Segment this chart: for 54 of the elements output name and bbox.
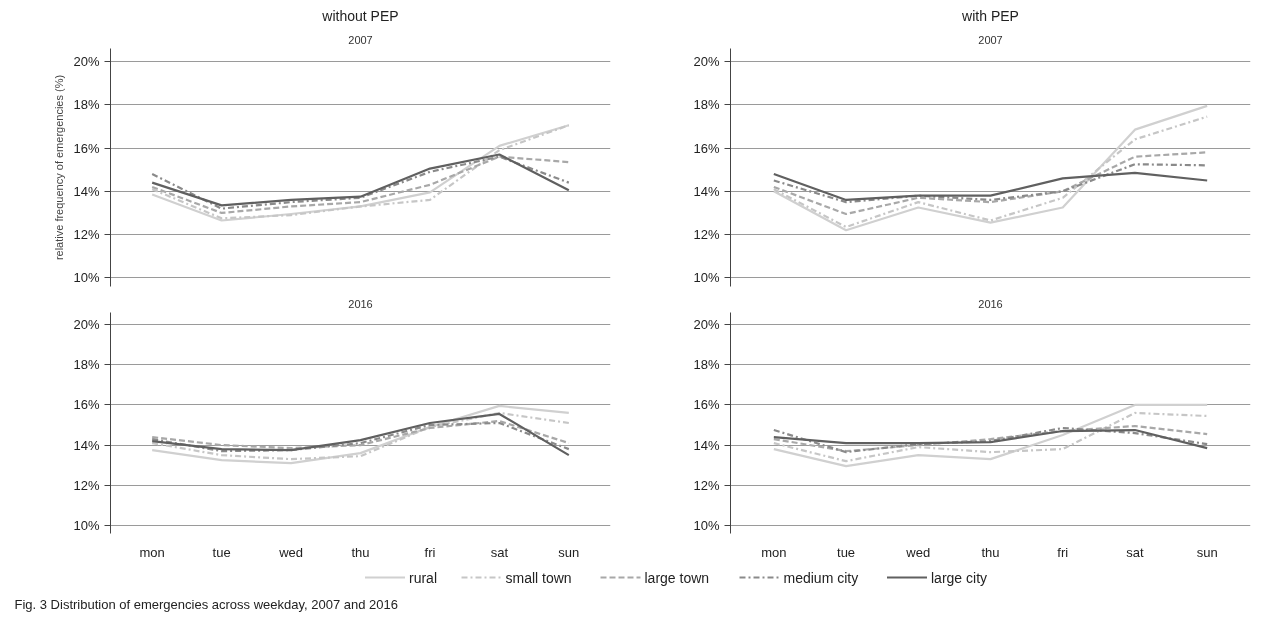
x-tick-label: tue (212, 544, 231, 560)
y-tick-label: 14% (693, 183, 720, 199)
y-tick-label: 20% (73, 317, 100, 333)
legend-label: large city (931, 569, 988, 586)
chart-subtitle: 2016 (978, 297, 1003, 310)
x-tick-label: thu (981, 544, 1000, 560)
y-tick-label: 16% (693, 397, 720, 413)
y-tick-label: 16% (73, 397, 100, 413)
y-tick-label: 20% (73, 53, 100, 69)
caption: Fig. 3 Distribution of emergencies across weekday, 2007 and 2016 (14, 597, 398, 612)
y-tick-label: 10% (73, 270, 100, 286)
y-tick-label: 20% (693, 317, 720, 333)
y-tick-label: 14% (73, 437, 100, 453)
x-tick-label: sun (558, 544, 580, 560)
x-tick-label: sat (490, 544, 509, 560)
line-series (151, 404, 570, 465)
legend-label: medium city (783, 569, 859, 586)
y-tick-label: 16% (693, 140, 720, 156)
y-tick-label: 18% (73, 357, 100, 373)
y-tick-label: 14% (73, 183, 100, 199)
y-tick-label: 12% (73, 227, 100, 243)
x-tick-label: tue (837, 544, 856, 560)
y-tick-label: 14% (693, 437, 720, 453)
chart-subtitle: 2007 (978, 33, 1003, 46)
chart-subtitle: 2007 (348, 33, 373, 46)
y-tick-label: 10% (693, 517, 720, 533)
y-tick-label: 12% (693, 477, 720, 493)
y-tick-label: 12% (73, 477, 100, 493)
line-series (772, 403, 1209, 468)
y-tick-label: 10% (73, 517, 100, 533)
x-tick-label: mon (139, 544, 165, 560)
x-tick-label: wed (278, 544, 303, 560)
x-tick-label: sun (1196, 544, 1218, 560)
x-tick-label: thu (351, 544, 370, 560)
legend-label: rural (409, 569, 438, 586)
chart-subtitle: 2016 (348, 297, 373, 310)
line-series (772, 171, 1209, 202)
y-tick-label: 18% (73, 97, 100, 113)
y-tick-label: 18% (693, 357, 720, 373)
y-tick-label: 12% (693, 227, 720, 243)
x-tick-label: mon (761, 544, 787, 560)
y-tick-label: 20% (693, 53, 720, 69)
legend-label: large town (644, 569, 710, 586)
y-tick-label: 18% (693, 97, 720, 113)
chart-title: without PEP (321, 7, 399, 24)
x-tick-label: wed (905, 544, 931, 560)
y-tick-label: 10% (693, 270, 720, 286)
y-tick-label: 16% (73, 140, 100, 156)
x-tick-label: fri (424, 544, 436, 560)
chart-title: with PEP (961, 7, 1019, 24)
x-tick-label: sat (1126, 544, 1144, 560)
legend-label: small town (505, 569, 572, 586)
y-axis-title: relative frequency of emergencies (%) (53, 74, 66, 261)
x-tick-label: fri (1057, 544, 1069, 560)
